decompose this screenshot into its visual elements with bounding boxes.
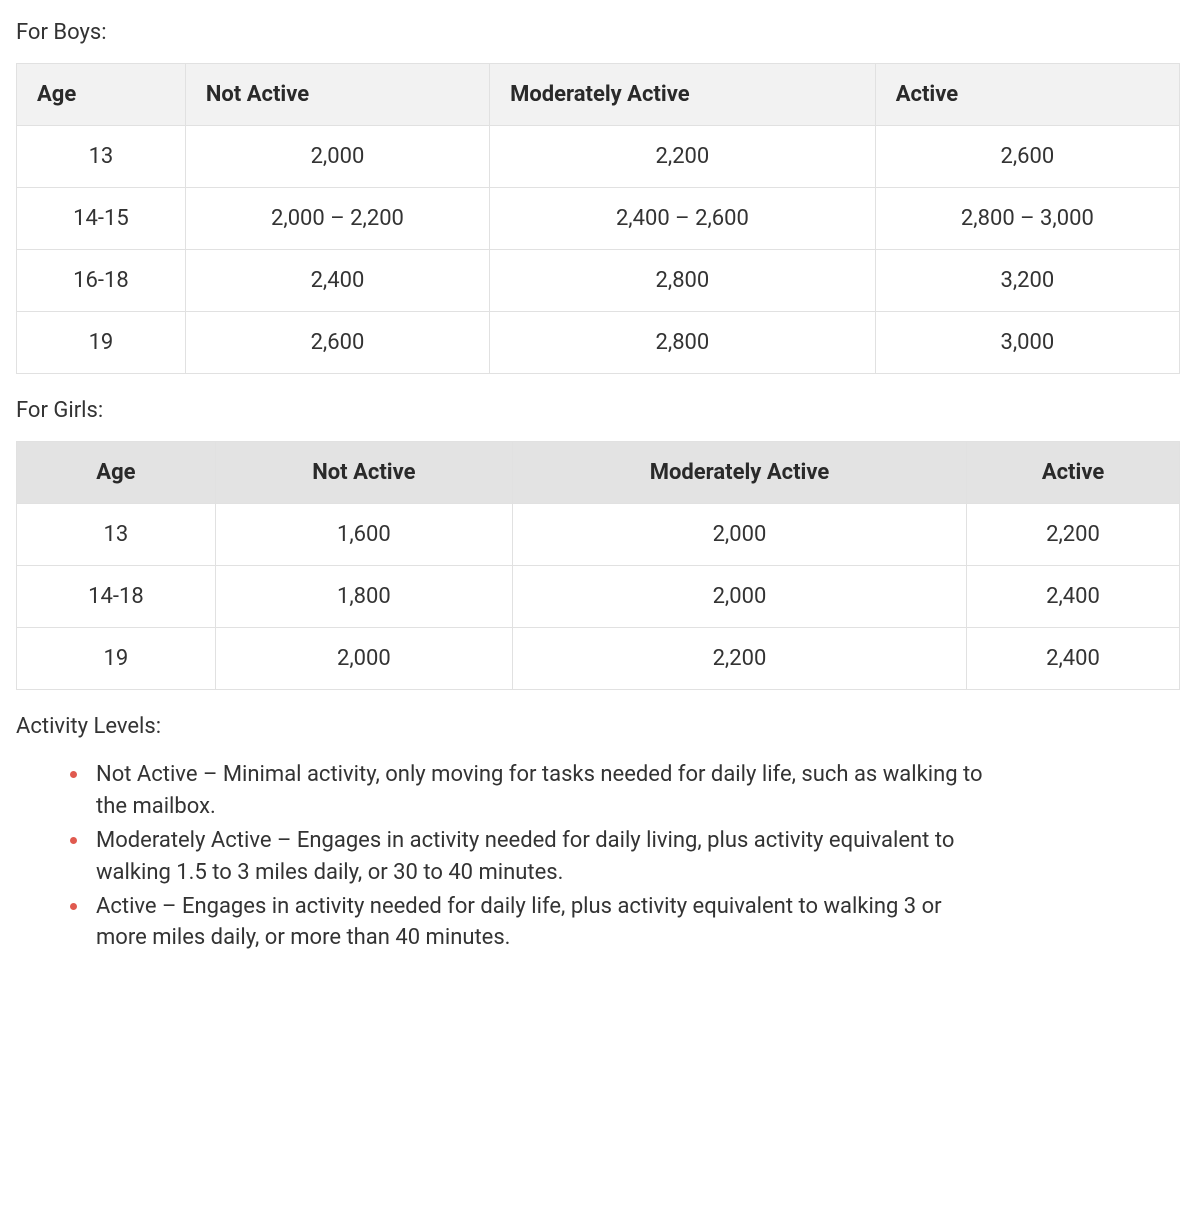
table-header-row: Age Not Active Moderately Active Active — [17, 64, 1180, 126]
cell-not-active: 1,600 — [215, 504, 512, 566]
cell-age: 19 — [17, 312, 186, 374]
col-age: Age — [17, 64, 186, 126]
cell-moderately-active: 2,000 — [512, 566, 966, 628]
col-moderately-active: Moderately Active — [512, 442, 966, 504]
cell-active: 2,400 — [967, 566, 1180, 628]
list-item: Not Active – Minimal activity, only movi… — [70, 759, 990, 823]
cell-not-active: 1,800 — [215, 566, 512, 628]
cell-not-active: 2,000 — [215, 628, 512, 690]
table-row: 13 2,000 2,200 2,600 — [17, 126, 1180, 188]
cell-active: 3,200 — [875, 250, 1179, 312]
activity-levels-heading: Activity Levels: — [16, 714, 1180, 739]
list-item: Active – Engages in activity needed for … — [70, 891, 990, 955]
cell-age: 16-18 — [17, 250, 186, 312]
girls-section-label: For Girls: — [16, 398, 1180, 423]
cell-not-active: 2,000 – 2,200 — [185, 188, 489, 250]
table-row: 14-15 2,000 – 2,200 2,400 – 2,600 2,800 … — [17, 188, 1180, 250]
table-row: 14-18 1,800 2,000 2,400 — [17, 566, 1180, 628]
cell-age: 14-18 — [17, 566, 216, 628]
cell-active: 2,800 – 3,000 — [875, 188, 1179, 250]
cell-moderately-active: 2,800 — [490, 312, 876, 374]
table-row: 13 1,600 2,000 2,200 — [17, 504, 1180, 566]
col-not-active: Not Active — [215, 442, 512, 504]
girls-calorie-table: Age Not Active Moderately Active Active … — [16, 441, 1180, 690]
table-row: 16-18 2,400 2,800 3,200 — [17, 250, 1180, 312]
cell-moderately-active: 2,800 — [490, 250, 876, 312]
col-age: Age — [17, 442, 216, 504]
col-moderately-active: Moderately Active — [490, 64, 876, 126]
cell-not-active: 2,400 — [185, 250, 489, 312]
cell-age: 13 — [17, 126, 186, 188]
cell-moderately-active: 2,400 – 2,600 — [490, 188, 876, 250]
boys-section-label: For Boys: — [16, 20, 1180, 45]
cell-moderately-active: 2,200 — [490, 126, 876, 188]
table-header-row: Age Not Active Moderately Active Active — [17, 442, 1180, 504]
boys-calorie-table: Age Not Active Moderately Active Active … — [16, 63, 1180, 374]
col-active: Active — [967, 442, 1180, 504]
cell-age: 19 — [17, 628, 216, 690]
table-row: 19 2,600 2,800 3,000 — [17, 312, 1180, 374]
list-item: Moderately Active – Engages in activity … — [70, 825, 990, 889]
cell-not-active: 2,600 — [185, 312, 489, 374]
cell-age: 13 — [17, 504, 216, 566]
cell-moderately-active: 2,000 — [512, 504, 966, 566]
col-active: Active — [875, 64, 1179, 126]
cell-active: 2,200 — [967, 504, 1180, 566]
table-row: 19 2,000 2,200 2,400 — [17, 628, 1180, 690]
cell-active: 2,400 — [967, 628, 1180, 690]
cell-age: 14-15 — [17, 188, 186, 250]
cell-moderately-active: 2,200 — [512, 628, 966, 690]
cell-active: 2,600 — [875, 126, 1179, 188]
col-not-active: Not Active — [185, 64, 489, 126]
cell-not-active: 2,000 — [185, 126, 489, 188]
activity-levels-list: Not Active – Minimal activity, only movi… — [16, 759, 990, 954]
cell-active: 3,000 — [875, 312, 1179, 374]
